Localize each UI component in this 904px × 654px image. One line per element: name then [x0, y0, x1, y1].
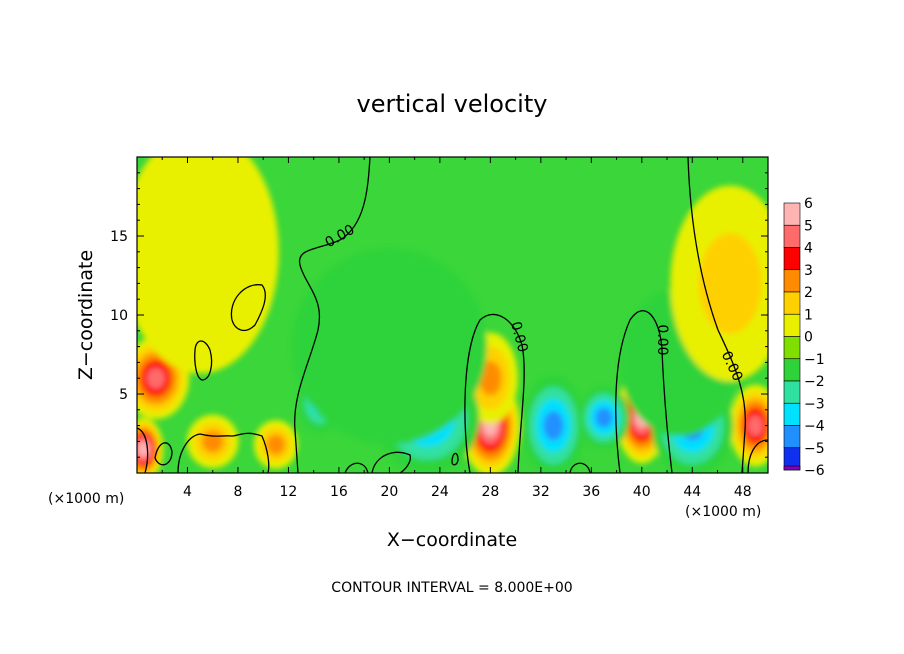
contour-line	[687, 157, 747, 473]
field-blob	[266, 434, 286, 455]
colorbar-swatch	[783, 291, 801, 315]
field-blob	[137, 441, 150, 458]
x-tick-label: 8	[233, 484, 242, 500]
contour-line	[615, 310, 673, 473]
colorbar-label: 2	[804, 285, 813, 301]
x-tick-label: 20	[380, 484, 398, 500]
contour-line	[371, 451, 411, 473]
colorbar-swatch	[783, 202, 801, 226]
x-tick-label: 48	[734, 484, 752, 500]
colorbar-label: −2	[804, 374, 825, 390]
x-tick-label: 24	[431, 484, 449, 500]
y-tick-label: 5	[119, 387, 128, 403]
field-blob	[479, 360, 502, 396]
x-axis-title: X−coordinate	[387, 529, 517, 551]
colorbar: 6 5 4 3 2 1 0 −1 −2 −3 −4 −5 −6	[783, 196, 825, 479]
tick-marks	[137, 157, 768, 473]
field-blob	[543, 410, 564, 441]
x-tick-label: 4	[183, 484, 192, 500]
colorbar-label: −1	[804, 352, 825, 368]
contour-line	[464, 313, 525, 473]
colorbar-swatch	[783, 336, 801, 360]
contour-line	[294, 157, 371, 473]
x-tick-label: 16	[330, 484, 348, 500]
y-tick-label: 10	[110, 308, 128, 324]
contour-line	[230, 284, 266, 332]
contour-line	[344, 462, 369, 473]
colorbar-swatch	[783, 380, 801, 404]
y-tick-labels: 5 10 15	[110, 229, 128, 403]
contour-line	[154, 442, 173, 466]
field-blob	[137, 157, 279, 374]
colorbar-swatch	[783, 313, 801, 337]
colorbar-swatch	[783, 247, 801, 271]
x-tick-label: 28	[481, 484, 499, 500]
contour-label: 0.00	[507, 320, 531, 354]
contour-line	[451, 452, 459, 466]
contour-line	[177, 432, 270, 473]
field-blob	[202, 430, 224, 453]
field-blob	[747, 415, 763, 437]
colorbar-label: 1	[804, 307, 813, 323]
contour-label: 0.00	[654, 324, 670, 355]
colorbar-label: −6	[804, 463, 825, 479]
field-blob	[698, 233, 762, 334]
colorbar-label: −4	[804, 419, 825, 435]
contour-line	[747, 439, 768, 473]
x-unit-left: (×1000 m)	[48, 491, 124, 507]
chart-title: vertical velocity	[357, 90, 548, 118]
contour-line	[137, 427, 149, 473]
colorbar-swatch	[783, 224, 801, 248]
x-tick-label: 12	[280, 484, 298, 500]
contour-interval-note: CONTOUR INTERVAL = 8.000E+00	[331, 580, 572, 596]
colorbar-label: 3	[804, 263, 813, 279]
contour-line	[194, 340, 213, 381]
colorbar-swatch	[783, 425, 801, 449]
colorbar-swatch	[783, 402, 801, 426]
colorbar-label: 4	[804, 241, 813, 257]
colorbar-swatch	[783, 465, 801, 471]
plot-area: 0.00 0.00 0.00 0.00	[136, 156, 769, 474]
y-axis-title: Z−coordinate	[75, 250, 97, 380]
colorbar-label: 6	[804, 196, 813, 212]
x-tick-label: 36	[582, 484, 600, 500]
y-tick-label: 15	[110, 229, 128, 245]
field-blob	[146, 367, 165, 389]
x-tick-label: 32	[532, 484, 550, 500]
x-unit-right: (×1000 m)	[685, 504, 761, 520]
colorbar-swatch	[783, 358, 801, 382]
colorbar-label: −3	[804, 396, 825, 412]
x-tick-labels: 4 8 12 16 20 24 28 32 36 40 44 48	[183, 484, 752, 500]
colorbar-label: −5	[804, 441, 825, 457]
field-blob	[595, 407, 613, 428]
x-tick-label: 40	[633, 484, 651, 500]
contour-line	[569, 462, 591, 473]
colorbar-label: 5	[804, 218, 813, 234]
colorbar-swatch	[783, 269, 801, 293]
field-blob	[291, 248, 488, 445]
colorbar-label: 0	[804, 330, 813, 346]
x-tick-label: 44	[683, 484, 701, 500]
